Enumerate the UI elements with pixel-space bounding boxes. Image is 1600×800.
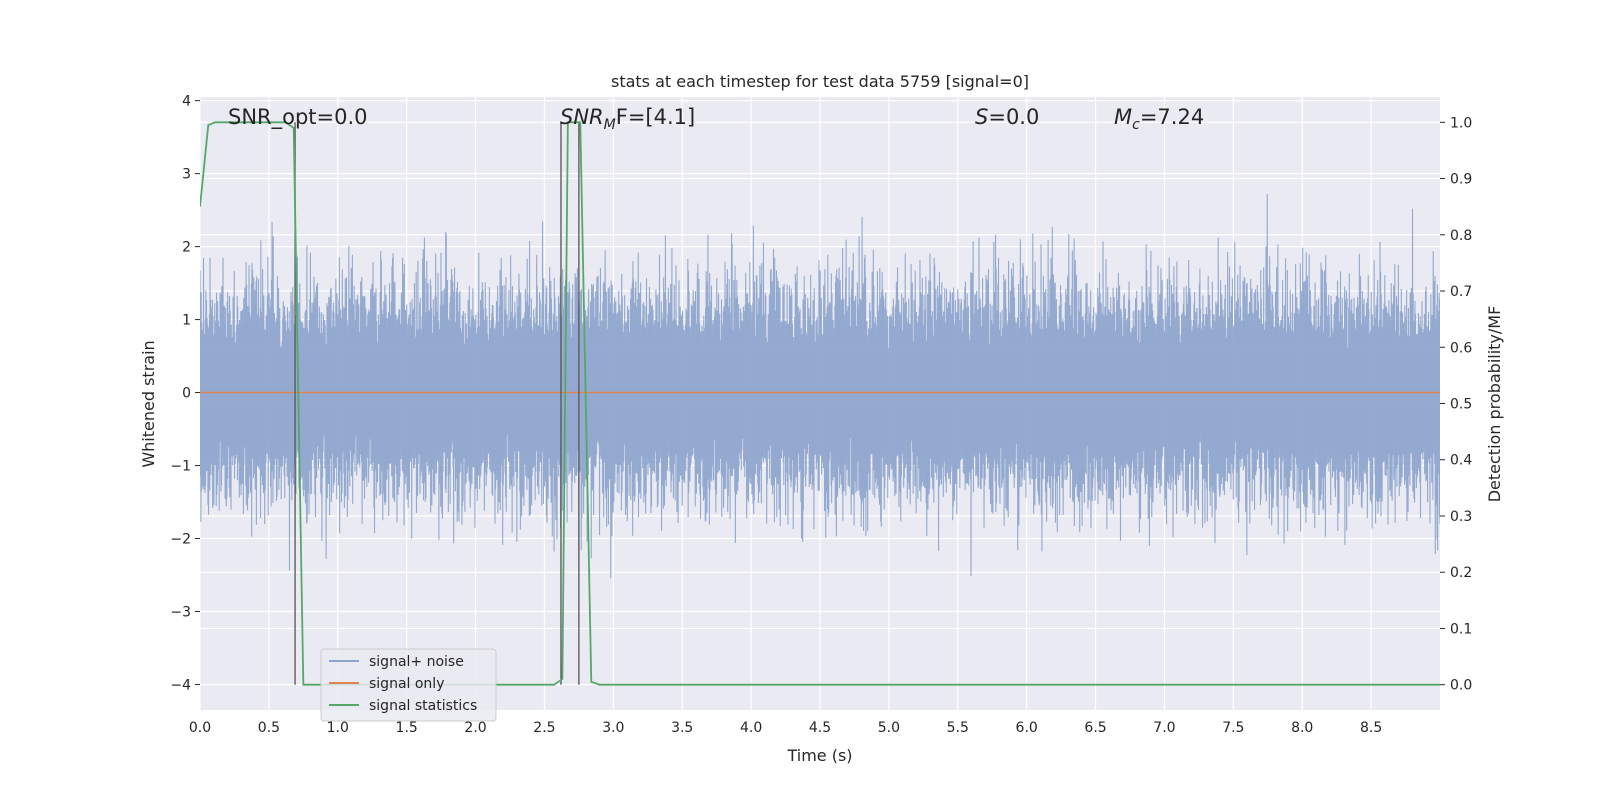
annotation-s-rest: =0.0: [988, 105, 1039, 129]
x-tick-label: 2.0: [464, 720, 486, 736]
x-tick-label: 4.0: [740, 720, 762, 736]
x-tick-label: 7.0: [1153, 720, 1175, 736]
annotation-mc-sub: c: [1132, 117, 1140, 133]
annotation-snr-mf-rest: F=[4.1]: [616, 105, 695, 129]
x-axis-label: Time (s): [786, 746, 852, 765]
y2-tick-label: 0.6: [1450, 340, 1472, 356]
x-tick-label: 8.0: [1291, 720, 1313, 736]
y2-tick-label: 0.7: [1450, 284, 1472, 300]
x-tick-label: 3.5: [671, 720, 693, 736]
x-tick-label: 6.5: [1084, 720, 1106, 736]
y2-axis-label: Detection probability/MF: [1485, 306, 1504, 503]
y-tick-label: −2: [170, 532, 191, 548]
y2-tick-label: 0.4: [1450, 453, 1472, 469]
annotation-s-main: S: [975, 105, 988, 129]
x-tick-label: 1.5: [396, 720, 418, 736]
axis-ticks: 0.0 0.5 1.0 1.5 2.0 2.5 3.0 3.5 4.0 4.5 5.0 5.5 6.0 6…: [170, 94, 1472, 736]
x-tick-label: 7.5: [1222, 720, 1244, 736]
y-tick-label: −1: [170, 459, 191, 475]
legend-box: [320, 648, 497, 722]
y2-tick-label: 0.5: [1450, 397, 1472, 413]
annotation-snr-mf-main: SNR: [560, 105, 604, 129]
annotation-mc: Mc=7.24: [1114, 105, 1204, 133]
y2-tick-label: 0.2: [1450, 565, 1472, 581]
x-tick-label: 0.5: [258, 720, 280, 736]
x-tick-label: 4.5: [809, 720, 831, 736]
legend-label-signal-noise: signal+ noise: [369, 654, 464, 670]
y-axis-label: Whitened strain: [139, 340, 158, 467]
x-tick-label: 1.0: [327, 720, 349, 736]
legend: signal+ noise signal only signal statist…: [320, 648, 497, 722]
legend-label-signal-only: signal only: [369, 676, 444, 692]
y2-tick-label: 0.3: [1450, 509, 1472, 525]
x-tick-label: 6.0: [1016, 720, 1038, 736]
x-tick-label: 8.5: [1360, 720, 1382, 736]
y-tick-label: 4: [182, 94, 191, 110]
y-tick-label: 1: [182, 313, 191, 329]
y2-tick-label: 0.1: [1450, 621, 1472, 637]
x-tick-label: 5.0: [878, 720, 900, 736]
x-tick-label: 0.0: [189, 720, 211, 736]
y2-tick-label: 0.8: [1450, 228, 1472, 244]
annotation-snr-mf-sub: M: [604, 117, 616, 133]
y-tick-label: −3: [170, 604, 191, 620]
x-tick-label: 2.5: [533, 720, 555, 736]
y-tick-label: 3: [182, 167, 191, 183]
x-tick-label: 3.0: [602, 720, 624, 736]
annotation-mc-main: M: [1114, 105, 1132, 129]
y-tick-label: 0: [182, 386, 191, 402]
y-tick-label: 2: [182, 240, 191, 256]
legend-label-signal-statistics: signal statistics: [369, 698, 477, 714]
y-tick-label: −4: [170, 677, 191, 693]
x-tick-label: 5.5: [947, 720, 969, 736]
y2-tick-label: 0.9: [1450, 172, 1472, 188]
annotation-snr-opt: SNR_opt=0.0: [228, 105, 368, 130]
annotation-s: S=0.0: [975, 105, 1039, 129]
y2-tick-label: 0.0: [1450, 678, 1472, 694]
chart-title: stats at each timestep for test data 575…: [611, 72, 1029, 91]
annotation-mc-rest: =7.24: [1140, 105, 1204, 129]
annotation-snr-mf: SNRMF=[4.1]: [560, 105, 695, 133]
series-signal-noise: [200, 194, 1440, 579]
y2-tick-label: 1.0: [1450, 115, 1472, 131]
